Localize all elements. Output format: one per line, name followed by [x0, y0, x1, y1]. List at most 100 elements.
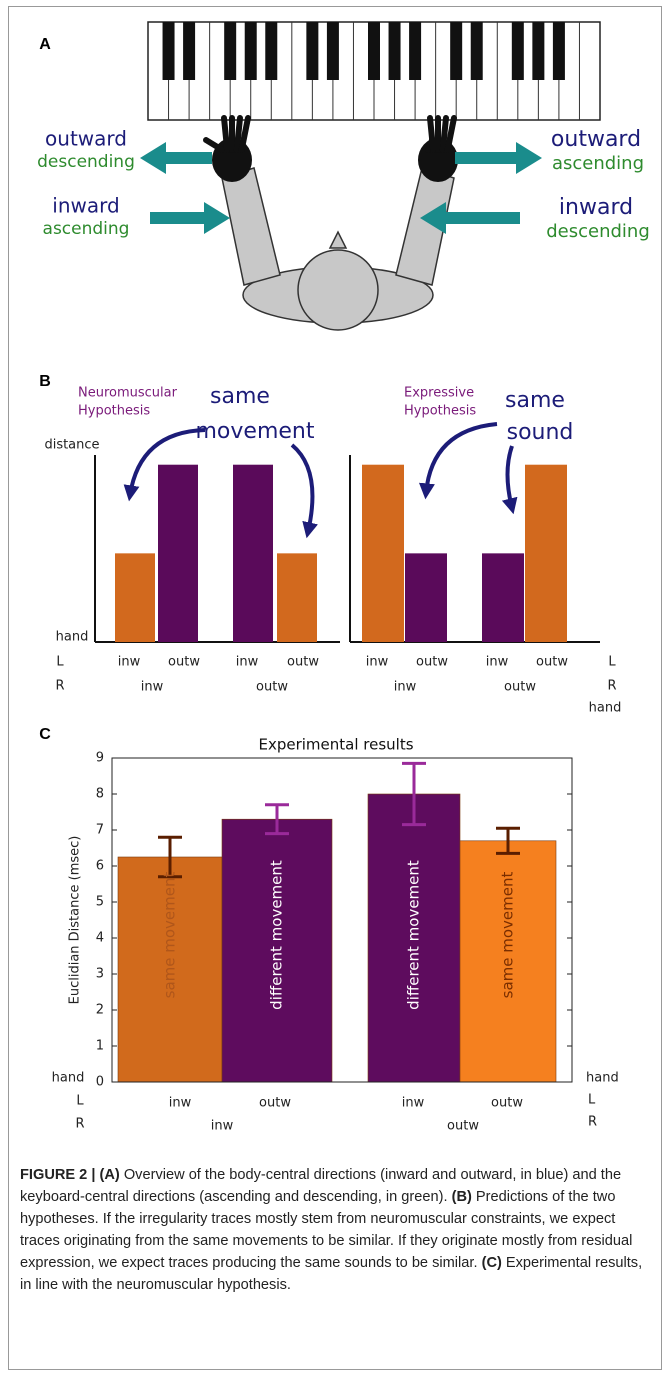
black-key	[368, 22, 380, 80]
side-label: hand	[52, 1071, 85, 1086]
group-label: inw	[211, 1119, 234, 1134]
caption-bold: (B)	[451, 1189, 472, 1205]
x-tick-label: inw	[486, 655, 509, 670]
group-label: outw	[256, 680, 288, 695]
x-tick-label: inw	[402, 1096, 425, 1111]
caption-bold: FIGURE 2 | (A)	[20, 1167, 120, 1183]
black-key	[388, 22, 401, 80]
bar	[221, 818, 333, 1083]
bar	[367, 793, 461, 1083]
keyboard-direction-label: ascending	[43, 219, 130, 239]
y-tick-label: 4	[96, 931, 104, 946]
side-label: hand	[586, 1071, 619, 1086]
bar	[482, 553, 524, 642]
figure-frame	[8, 6, 662, 1370]
black-key	[511, 22, 524, 80]
annotation: sound	[507, 420, 574, 445]
figure: ABCoutwarddescendinginwardascendingoutwa…	[37, 21, 650, 1134]
y-axis-label: distance	[44, 438, 99, 453]
head	[297, 249, 379, 331]
group-label: outw	[504, 680, 536, 695]
hypothesis-label: Hypothesis	[404, 404, 476, 419]
finger	[238, 115, 251, 153]
bar	[117, 856, 223, 1083]
bar	[277, 553, 317, 642]
y-tick-label: 6	[96, 859, 104, 874]
keyboard-direction-label: ascending	[552, 153, 644, 174]
black-key	[409, 22, 422, 80]
hypothesis-label: Expressive	[404, 386, 474, 401]
black-key	[265, 22, 278, 80]
direction-label: inward	[559, 195, 633, 220]
bar-label: same movement	[161, 872, 179, 999]
black-key	[162, 22, 175, 80]
y-tick-label: 5	[96, 895, 104, 910]
side-label: L	[76, 1094, 84, 1109]
group-label: inw	[141, 680, 164, 695]
finger	[233, 115, 243, 153]
caption-text: Experimental results, in line with the n…	[20, 1255, 643, 1293]
caption-text: Predictions of the two hypotheses. If th…	[20, 1189, 633, 1271]
x-tick-label: inw	[169, 1096, 192, 1111]
x-tick-label: outw	[168, 655, 200, 670]
side-label: hand	[56, 630, 89, 645]
x-tick-label: inw	[236, 655, 259, 670]
nose	[328, 230, 348, 249]
y-tick-label: 1	[96, 1039, 104, 1054]
bar	[115, 553, 155, 642]
black-key	[244, 22, 257, 80]
side-label: R	[607, 679, 616, 694]
x-tick-label: inw	[366, 655, 389, 670]
black-key	[306, 22, 319, 80]
finger	[439, 115, 449, 153]
black-key	[552, 22, 565, 80]
annotation-arrow	[123, 428, 206, 502]
annotation-arrow	[290, 443, 318, 539]
panel-label: A	[39, 36, 51, 53]
annotation: same	[210, 384, 270, 409]
y-tick-label: 0	[96, 1075, 104, 1090]
caption-text: Overview of the body-central directions …	[20, 1167, 622, 1205]
bar-label: same movement	[499, 872, 517, 999]
side-label: L	[588, 1093, 596, 1108]
y-tick-label: 2	[96, 1003, 104, 1018]
x-tick-label: outw	[536, 655, 568, 670]
x-tick-label: outw	[259, 1096, 291, 1111]
bar-label: different movement	[405, 860, 423, 1010]
bar	[233, 464, 273, 642]
side-label: R	[75, 1117, 84, 1132]
black-key	[450, 22, 463, 80]
bar	[459, 840, 557, 1083]
annotation-arrow	[418, 422, 498, 500]
black-key	[532, 22, 545, 80]
side-label: R	[55, 679, 64, 694]
panel-label: C	[39, 726, 51, 743]
keyboard-direction-label: descending	[546, 221, 650, 242]
direction-arrow	[150, 202, 230, 234]
black-key	[224, 22, 237, 80]
direction-label: outward	[551, 127, 641, 152]
plot-frame	[111, 757, 573, 1083]
y-axis-label: Euclidian Distance (msec)	[68, 836, 83, 1005]
annotation: same	[505, 388, 565, 413]
side-label: L	[608, 655, 616, 670]
black-key	[183, 22, 196, 80]
x-tick-label: inw	[118, 655, 141, 670]
direction-arrow	[140, 142, 212, 174]
y-tick-label: 8	[96, 787, 104, 802]
figure-caption: FIGURE 2 | (A) Overview of the body-cent…	[20, 1164, 654, 1296]
hypothesis-label: Neuromuscular	[78, 386, 178, 401]
bar	[525, 464, 567, 642]
x-tick-label: outw	[416, 655, 448, 670]
keyboard-direction-label: descending	[37, 152, 135, 172]
y-tick-label: 3	[96, 967, 104, 982]
direction-label: outward	[45, 127, 127, 151]
bar	[362, 464, 404, 642]
y-tick-label: 9	[96, 751, 104, 766]
bar	[405, 553, 447, 642]
y-tick-label: 7	[96, 823, 104, 838]
direction-arrow	[455, 142, 542, 174]
black-key	[470, 22, 483, 80]
caption-bold: (C)	[481, 1255, 502, 1271]
